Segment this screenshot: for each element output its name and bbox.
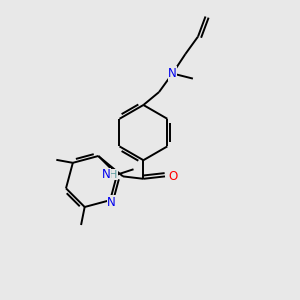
Text: O: O <box>169 170 178 183</box>
Text: H: H <box>109 170 118 180</box>
Text: N: N <box>168 67 177 80</box>
Text: N: N <box>107 196 116 209</box>
Text: N: N <box>102 168 110 182</box>
